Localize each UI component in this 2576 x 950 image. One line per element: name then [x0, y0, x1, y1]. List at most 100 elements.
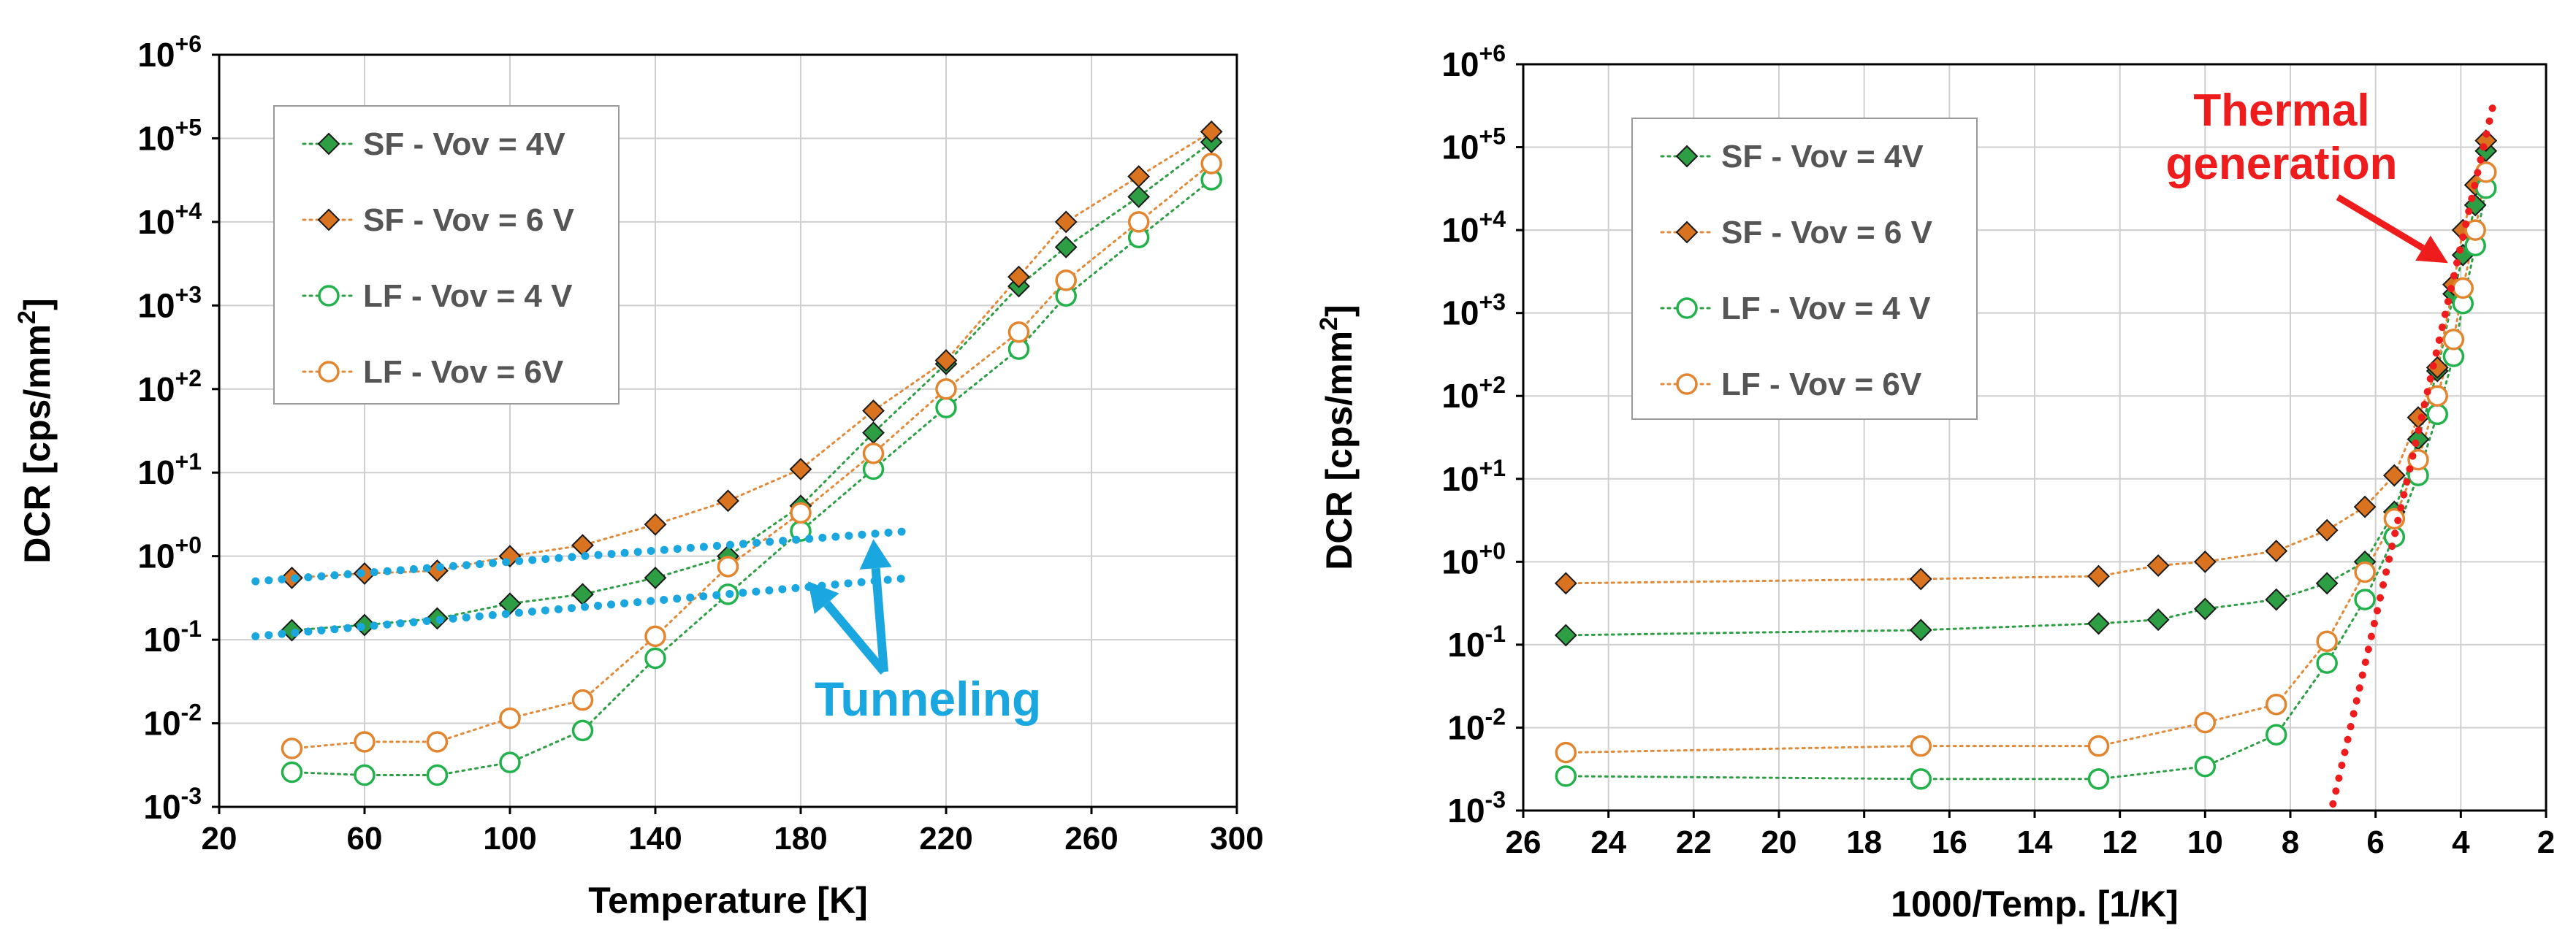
legend-marker-diamond	[317, 208, 340, 231]
data-point-circle	[1555, 741, 1577, 764]
legend-marker-circle	[1676, 373, 1698, 395]
left-series-markers	[281, 120, 1223, 786]
data-point-circle	[1910, 768, 1932, 790]
y-tick-label: 10-2	[143, 700, 202, 743]
y-tick-label: 10+4	[1441, 206, 1506, 249]
data-point-diamond	[2315, 518, 2339, 542]
data-point-circle	[281, 738, 303, 759]
data-point-circle	[644, 625, 666, 648]
series-line	[291, 141, 1213, 632]
data-point-diamond	[862, 399, 885, 422]
x-tick-label: 22	[1676, 824, 1712, 860]
data-point-diamond	[1200, 120, 1223, 143]
legend-label: SF - Vov = 4V	[1721, 139, 1924, 175]
data-point-circle	[1007, 321, 1030, 343]
legend-marker-circle	[318, 361, 340, 383]
legend-box	[1631, 118, 1978, 420]
tunneling-arrow-shaft	[823, 600, 888, 675]
data-point-diamond	[644, 513, 667, 536]
data-point-diamond	[2265, 540, 2288, 562]
right-legend: SF - Vov = 4V SF - Vov = 6 V LF - Vov = 4 …	[1631, 118, 1978, 420]
data-point-circle	[499, 707, 521, 729]
data-point-diamond	[1909, 618, 1932, 642]
y-tick-label: 10+1	[137, 448, 202, 491]
data-point-circle	[2266, 724, 2287, 746]
legend-marker-circle	[1676, 297, 1698, 319]
right-plot-frame	[1522, 63, 2548, 812]
x-tick-label: 2	[2537, 824, 2555, 860]
legend-box	[273, 105, 620, 405]
legend-label: SF - Vov = 6 V	[363, 202, 575, 238]
data-point-diamond	[2265, 588, 2288, 611]
y-tick-label: 10-3	[1447, 786, 1506, 830]
x-tick-label: 300	[1210, 821, 1263, 857]
y-tick-label: 10+0	[1441, 537, 1506, 581]
y-tick-label: 10+2	[1441, 372, 1506, 415]
y-tick-label: 10+3	[1441, 289, 1506, 332]
right-x-axis-label: 1000/Temp. [1/K]	[1891, 884, 2179, 924]
legend-label: LF - Vov = 4 V	[1721, 291, 1931, 326]
data-point-circle	[571, 719, 594, 742]
y-tick-label: 10-2	[1447, 703, 1506, 746]
x-tick-label: 20	[1761, 824, 1797, 860]
y-tick-label: 10-1	[1447, 621, 1506, 664]
x-tick-label: 20	[202, 821, 237, 857]
y-tick-label: 10-3	[143, 783, 202, 826]
x-tick-label: 10	[2187, 824, 2223, 860]
data-point-diamond	[2315, 572, 2339, 595]
x-tick-label: 16	[1932, 824, 1967, 860]
data-point-circle	[2354, 561, 2376, 583]
legend-label: LF - Vov = 6V	[363, 354, 564, 390]
data-point-diamond	[2193, 597, 2217, 621]
y-tick-label: 10+6	[1441, 40, 1506, 83]
data-point-diamond	[1054, 210, 1078, 234]
data-point-circle	[1127, 211, 1150, 233]
data-point-circle	[2194, 755, 2217, 778]
data-point-diamond	[2382, 464, 2406, 487]
data-point-diamond	[1127, 185, 1151, 208]
data-point-circle	[2316, 630, 2338, 652]
data-point-diamond	[281, 618, 303, 642]
tunneling-arrow-shaft	[871, 567, 888, 673]
data-point-circle	[862, 443, 885, 464]
data-point-circle	[1910, 735, 1932, 757]
thermal-label-line1: Thermal	[2193, 85, 2369, 136]
x-tick-label: 4	[2452, 824, 2470, 860]
data-point-circle	[2266, 694, 2287, 716]
data-point-circle	[2452, 277, 2474, 299]
y-tick-label: 10+3	[137, 281, 202, 324]
y-tick-label: 10+0	[137, 532, 202, 575]
data-point-diamond	[1054, 235, 1078, 258]
data-point-diamond	[2193, 550, 2217, 573]
legend-marker-circle	[318, 285, 340, 307]
series-line	[291, 130, 1213, 579]
data-point-circle	[354, 731, 376, 753]
tunneling-fit-line	[251, 526, 914, 586]
data-point-diamond	[1554, 572, 1577, 595]
data-point-diamond	[1007, 265, 1030, 288]
data-point-circle	[935, 378, 957, 400]
data-point-circle	[426, 764, 449, 786]
left-y-axis-label: DCR [cps/mm2]	[13, 298, 58, 563]
x-tick-label: 6	[2366, 824, 2384, 860]
legend-label: LF - Vov = 6V	[1721, 367, 1922, 402]
left-chart: 20 60 100 140 180 220 260 300 10-3 10-2 10-1 10+0 10…	[13, 31, 1264, 921]
x-tick-label: 18	[1846, 824, 1882, 860]
data-point-circle	[499, 751, 521, 773]
data-point-diamond	[2087, 612, 2110, 635]
x-tick-label: 14	[2017, 824, 2053, 860]
legend-label: SF - Vov = 4V	[363, 126, 565, 162]
data-point-diamond	[498, 592, 522, 616]
y-tick-label: 10+5	[1441, 123, 1506, 166]
tunneling-arrow-head	[807, 581, 839, 614]
data-point-diamond	[1127, 165, 1151, 188]
x-tick-label: 260	[1064, 821, 1118, 857]
legend-marker-diamond	[317, 132, 340, 156]
left-tick-labels: 20 60 100 140 180 220 260 300 10-3 10-2 10-1 10+0 10…	[137, 31, 1263, 857]
data-point-circle	[571, 689, 594, 711]
legend-marker-diamond	[1675, 145, 1699, 168]
tunneling-arrow-head	[859, 539, 892, 570]
left-plot-frame	[218, 53, 1238, 808]
